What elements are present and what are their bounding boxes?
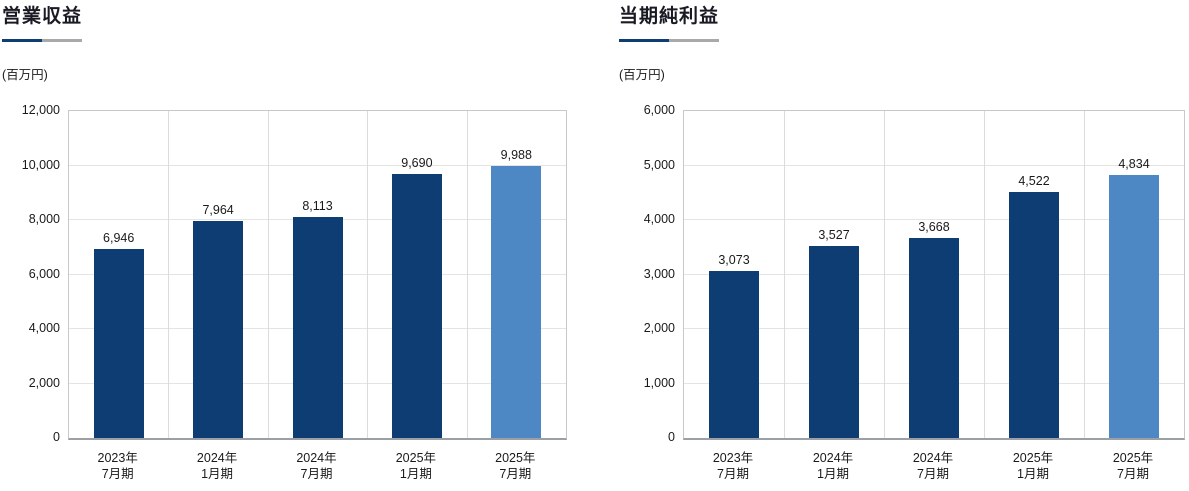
x-category-label: 2024年 7月期	[296, 451, 337, 481]
chart-title-block: 営業収益	[2, 6, 83, 42]
bar-value-label: 4,522	[1018, 173, 1050, 188]
bar	[193, 220, 244, 438]
bar	[1009, 191, 1059, 438]
y-tick-label: 2,000	[28, 375, 60, 390]
y-tick-label: 4,000	[28, 321, 60, 335]
chart-title: 当期純利益	[619, 6, 720, 27]
bar	[491, 165, 542, 438]
y-tick-label: 1,000	[643, 375, 675, 390]
bar-value-label: 9,690	[401, 155, 433, 170]
unit-label: (百万円)	[619, 68, 665, 82]
x-category-label: 2025年 7月期	[1112, 451, 1154, 481]
chart-title-block: 当期純利益	[619, 6, 720, 42]
gridline	[684, 164, 1184, 166]
title-underline	[2, 38, 83, 42]
x-category-label: 2024年 7月期	[912, 451, 954, 481]
bar-value-label: 3,073	[718, 252, 750, 267]
category-separator	[884, 111, 885, 438]
category-separator	[784, 111, 785, 438]
category-separator	[466, 111, 468, 438]
x-category-label: 2025年 1月期	[395, 451, 437, 481]
plot-area: 3,073 3,527 3,668 4,522 4,834	[683, 110, 1185, 440]
y-tick-label: 6,000	[643, 103, 675, 117]
title-underline-accent	[619, 38, 670, 42]
y-tick-label: 3,000	[643, 266, 675, 281]
x-category-label: 2024年 1月期	[812, 451, 854, 481]
chart-panel-operating-revenue: 営業収益 (百万円) 6,946 7,964 8,113 9,690 9,988 0 2,…	[2, 6, 567, 481]
title-underline	[619, 38, 720, 42]
x-category-label: 2024年 1月期	[196, 451, 238, 481]
category-separator	[1084, 111, 1085, 438]
y-tick-label: 0	[668, 430, 675, 444]
gridline	[69, 164, 566, 166]
y-tick-label: 4,000	[643, 212, 675, 226]
title-underline-rest	[669, 38, 720, 42]
bar-value-label: 8,113	[302, 198, 333, 213]
bar	[809, 245, 859, 438]
gridline	[684, 219, 1184, 220]
y-tick-label: 8,000	[28, 212, 60, 226]
title-underline-accent	[2, 38, 43, 42]
x-category-label: 2025年 7月期	[495, 451, 536, 481]
y-tick-label: 2,000	[643, 321, 675, 335]
y-tick-label: 12,000	[21, 103, 60, 117]
bar-value-label: 3,527	[818, 227, 850, 242]
y-tick-label: 0	[53, 430, 60, 444]
bar-value-label: 3,668	[918, 220, 950, 235]
x-category-label: 2025年 1月期	[1012, 451, 1054, 481]
x-category-label: 2023年 7月期	[97, 451, 138, 481]
bar	[1109, 174, 1159, 438]
bar	[391, 173, 442, 438]
bar	[292, 216, 343, 438]
plot-area: 6,946 7,964 8,113 9,690 9,988	[68, 110, 567, 440]
y-tick-label: 10,000	[21, 157, 60, 172]
bar-value-label: 9,988	[500, 147, 532, 162]
unit-label: (百万円)	[2, 68, 48, 82]
y-tick-label: 6,000	[28, 266, 60, 281]
bar-value-label: 4,834	[1118, 156, 1150, 171]
category-separator	[168, 111, 170, 438]
category-separator	[984, 111, 985, 438]
bar	[909, 238, 959, 438]
bar-value-label: 6,946	[103, 230, 135, 245]
chart-panel-net-income: 当期純利益 (百万円) 3,073 3,527 3,668 4,522 4,834 0 1…	[617, 0, 1189, 491]
bar	[709, 270, 759, 438]
y-tick-label: 5,000	[643, 157, 675, 172]
bar	[93, 248, 144, 438]
category-separator	[367, 111, 369, 438]
chart-title: 営業収益	[2, 6, 83, 27]
x-category-label: 2023年 7月期	[712, 451, 754, 481]
bar-value-label: 7,964	[202, 202, 234, 217]
category-separator	[267, 111, 269, 438]
title-underline-rest	[42, 38, 83, 42]
